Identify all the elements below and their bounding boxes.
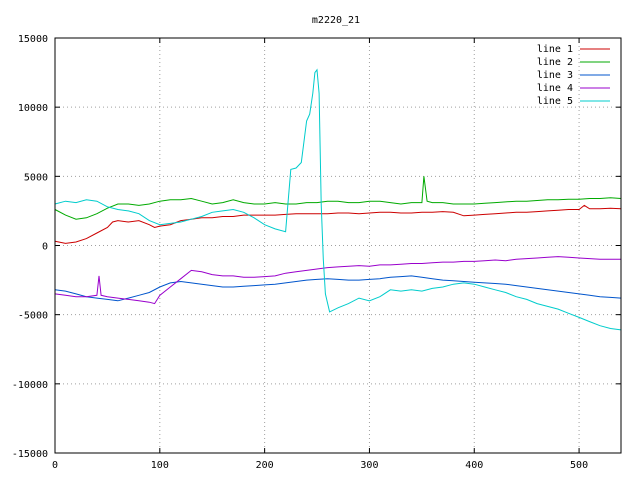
x-tick-label: 0 (52, 460, 58, 471)
x-tick-label: 100 (151, 460, 169, 471)
series-lines (54, 68, 622, 331)
series-line-4 (54, 256, 621, 305)
y-tick-label: -10000 (12, 380, 48, 391)
series-line-1 (54, 204, 622, 244)
series-line-2 (54, 176, 622, 220)
y-tick-label: 5000 (24, 172, 48, 183)
x-tick-label: 300 (360, 460, 378, 471)
y-tick-label: -15000 (12, 449, 48, 460)
axis-ticks: 0 100 200 300 400 500 -15000 -10000 -5000 0 5000 10… (12, 34, 621, 471)
legend-label-2: line 2 (537, 57, 573, 68)
y-tick-label: 10000 (18, 103, 48, 114)
y-tick-label: 15000 (18, 34, 48, 45)
legend-label-5: line 5 (537, 96, 573, 107)
legend-label-1: line 1 (537, 44, 573, 55)
legend: line 1 line 2 line 3 line 4 line 5 (537, 44, 610, 107)
x-tick-label: 500 (570, 460, 588, 471)
series-line-3 (54, 275, 622, 302)
chart-title: m2220_21 (312, 15, 360, 26)
series-line-5 (54, 68, 622, 331)
y-tick-label: 0 (42, 242, 48, 253)
y-tick-label: -5000 (18, 311, 48, 322)
legend-label-3: line 3 (537, 70, 573, 81)
legend-label-4: line 4 (537, 83, 573, 94)
x-tick-label: 400 (465, 460, 483, 471)
x-tick-label: 200 (256, 460, 274, 471)
